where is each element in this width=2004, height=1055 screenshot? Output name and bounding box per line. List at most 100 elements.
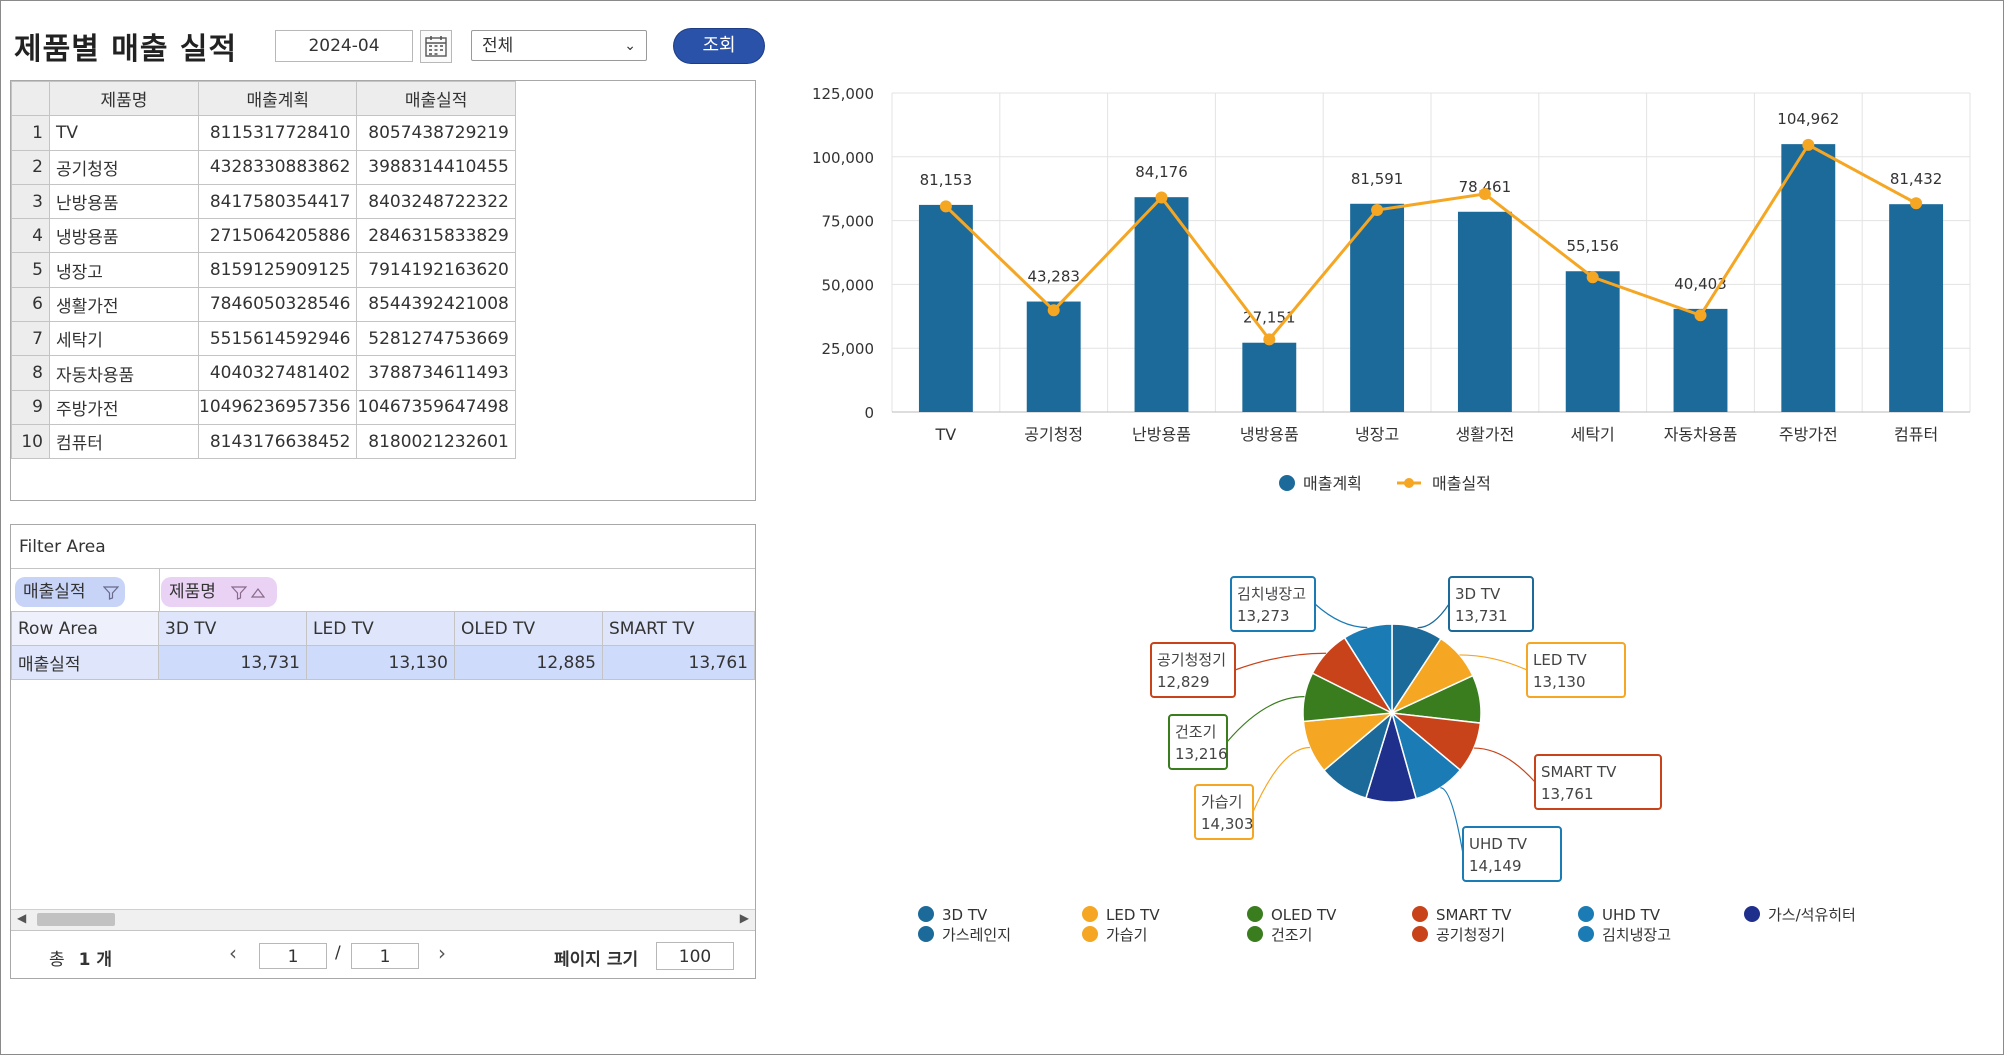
table-row[interactable]: 9 주방가전 10496236957356 10467359647498 bbox=[11, 389, 516, 425]
bar[interactable] bbox=[918, 204, 973, 412]
line-point[interactable] bbox=[1371, 204, 1384, 217]
category-select[interactable]: 전체 ⌄ bbox=[471, 30, 647, 61]
product-name-cell[interactable]: TV bbox=[49, 115, 199, 151]
legend-label[interactable]: UHD TV bbox=[1602, 906, 1661, 924]
actual-cell[interactable]: 8180021232601 bbox=[356, 423, 516, 460]
table-row[interactable]: 1 TV 8115317728410 8057438729219 bbox=[11, 115, 516, 151]
pivot-column-header[interactable]: SMART TV bbox=[602, 611, 755, 646]
bar[interactable] bbox=[1026, 301, 1081, 412]
column-header[interactable]: 제품명 bbox=[49, 80, 199, 117]
plan-cell[interactable]: 2715064205886 bbox=[197, 218, 358, 254]
plan-cell[interactable]: 4328330883862 bbox=[197, 149, 358, 185]
current-page-input[interactable]: 1 bbox=[259, 943, 327, 969]
pivot-cell[interactable]: 13,731 bbox=[158, 645, 307, 680]
line-point[interactable] bbox=[1694, 309, 1707, 322]
legend-label[interactable]: 김치냉장고 bbox=[1602, 926, 1671, 944]
line-point[interactable] bbox=[1478, 187, 1491, 200]
table-row[interactable]: 6 생활가전 7846050328546 8544392421008 bbox=[11, 286, 516, 323]
product-name-cell[interactable]: 공기청정 bbox=[49, 149, 199, 185]
legend-label[interactable]: 매출실적 bbox=[1432, 474, 1491, 493]
pivot-cell[interactable]: 13,130 bbox=[306, 645, 455, 680]
product-name-cell[interactable]: 자동차용품 bbox=[49, 355, 199, 391]
plan-cell[interactable]: 4040327481402 bbox=[197, 355, 358, 391]
line-point[interactable] bbox=[1586, 271, 1599, 284]
bar[interactable] bbox=[1889, 204, 1944, 412]
pivot-cell[interactable]: 12,885 bbox=[454, 645, 603, 680]
product-name-cell[interactable]: 컴퓨터 bbox=[49, 423, 199, 460]
table-row[interactable]: 2 공기청정 4328330883862 3988314410455 bbox=[11, 149, 516, 185]
line-point[interactable] bbox=[1263, 333, 1276, 346]
legend-label[interactable]: 가습기 bbox=[1106, 926, 1147, 944]
line-point[interactable] bbox=[1910, 197, 1923, 210]
table-row[interactable]: 7 세탁기 5515614592946 5281274753669 bbox=[11, 321, 516, 357]
actual-cell[interactable]: 10467359647498 bbox=[356, 389, 516, 425]
calendar-button[interactable] bbox=[420, 30, 452, 63]
product-name-cell[interactable]: 냉장고 bbox=[49, 252, 199, 288]
scroll-right-icon[interactable]: ▶ bbox=[739, 911, 749, 925]
value-field-chip[interactable]: 매출실적 bbox=[15, 577, 125, 607]
line-point[interactable] bbox=[1047, 304, 1060, 317]
bar[interactable] bbox=[1350, 203, 1405, 412]
next-page-icon[interactable]: › bbox=[438, 941, 446, 965]
actual-cell[interactable]: 8403248722322 bbox=[356, 183, 516, 220]
filter-icon[interactable] bbox=[231, 586, 247, 600]
pivot-column-header[interactable]: LED TV bbox=[306, 611, 455, 646]
month-input[interactable]: 2024-04 bbox=[275, 30, 413, 62]
legend-label[interactable]: LED TV bbox=[1106, 906, 1160, 924]
sort-ascending-icon[interactable] bbox=[251, 587, 265, 599]
legend-label[interactable]: SMART TV bbox=[1436, 906, 1512, 924]
product-name-cell[interactable]: 생활가전 bbox=[49, 286, 199, 323]
table-row[interactable]: 5 냉장고 8159125909125 7914192163620 bbox=[11, 252, 516, 288]
plan-cell[interactable]: 8417580354417 bbox=[197, 183, 358, 220]
bar[interactable] bbox=[1242, 342, 1297, 412]
actual-cell[interactable]: 3988314410455 bbox=[356, 149, 516, 185]
product-name-cell[interactable]: 냉방용품 bbox=[49, 218, 199, 254]
plan-cell[interactable]: 8159125909125 bbox=[197, 252, 358, 288]
product-name-cell[interactable]: 난방용품 bbox=[49, 183, 199, 220]
legend-label[interactable]: OLED TV bbox=[1271, 906, 1337, 924]
pie-slice[interactable] bbox=[1343, 623, 1393, 716]
column-header[interactable]: 매출실적 bbox=[356, 80, 516, 117]
horizontal-scrollbar[interactable]: ◀ ▶ bbox=[11, 909, 755, 930]
product-name-cell[interactable]: 주방가전 bbox=[49, 389, 199, 425]
actual-cell[interactable]: 2846315833829 bbox=[356, 218, 516, 254]
page-size-input[interactable]: 100 bbox=[656, 942, 734, 970]
filter-icon[interactable] bbox=[103, 586, 119, 600]
plan-cell[interactable]: 8115317728410 bbox=[197, 115, 358, 151]
bar[interactable] bbox=[1673, 308, 1728, 412]
pivot-column-header[interactable]: 3D TV bbox=[158, 611, 307, 646]
pivot-column-header[interactable]: OLED TV bbox=[454, 611, 603, 646]
plan-cell[interactable]: 5515614592946 bbox=[197, 321, 358, 357]
table-row[interactable]: 3 난방용품 8417580354417 8403248722322 bbox=[11, 183, 516, 220]
bar[interactable] bbox=[1565, 271, 1620, 412]
scrollbar-thumb[interactable] bbox=[37, 913, 115, 926]
table-row[interactable]: 8 자동차용품 4040327481402 3788734611493 bbox=[11, 355, 516, 391]
line-point[interactable] bbox=[1155, 191, 1168, 204]
actual-cell[interactable]: 8057438729219 bbox=[356, 115, 516, 151]
bar[interactable] bbox=[1457, 211, 1512, 412]
legend-label[interactable]: 3D TV bbox=[942, 906, 988, 924]
pivot-cell[interactable]: 13,761 bbox=[602, 645, 755, 680]
table-row[interactable]: 10 컴퓨터 8143176638452 8180021232601 bbox=[11, 423, 516, 460]
legend-label[interactable]: 건조기 bbox=[1271, 926, 1312, 944]
plan-cell[interactable]: 10496236957356 bbox=[197, 389, 358, 425]
line-point[interactable] bbox=[939, 200, 952, 213]
prev-page-icon[interactable]: ‹ bbox=[229, 941, 237, 965]
bar[interactable] bbox=[1781, 144, 1836, 413]
scroll-left-icon[interactable]: ◀ bbox=[17, 911, 27, 925]
column-field-chip[interactable]: 제품명 bbox=[161, 577, 277, 607]
legend-label[interactable]: 매출계획 bbox=[1303, 474, 1362, 493]
plan-cell[interactable]: 8143176638452 bbox=[197, 423, 358, 460]
actual-cell[interactable]: 5281274753669 bbox=[356, 321, 516, 357]
actual-cell[interactable]: 7914192163620 bbox=[356, 252, 516, 288]
actual-cell[interactable]: 8544392421008 bbox=[356, 286, 516, 323]
column-header[interactable]: 매출계획 bbox=[197, 80, 358, 117]
search-button[interactable]: 조회 bbox=[674, 29, 764, 63]
legend-label[interactable]: 가스/석유히터 bbox=[1768, 906, 1856, 924]
legend-label[interactable]: 가스레인지 bbox=[942, 926, 1011, 944]
plan-cell[interactable]: 7846050328546 bbox=[197, 286, 358, 323]
table-row[interactable]: 4 냉방용품 2715064205886 2846315833829 bbox=[11, 218, 516, 254]
legend-label[interactable]: 공기청정기 bbox=[1436, 926, 1505, 944]
bar[interactable] bbox=[1134, 197, 1189, 412]
product-name-cell[interactable]: 세탁기 bbox=[49, 321, 199, 357]
